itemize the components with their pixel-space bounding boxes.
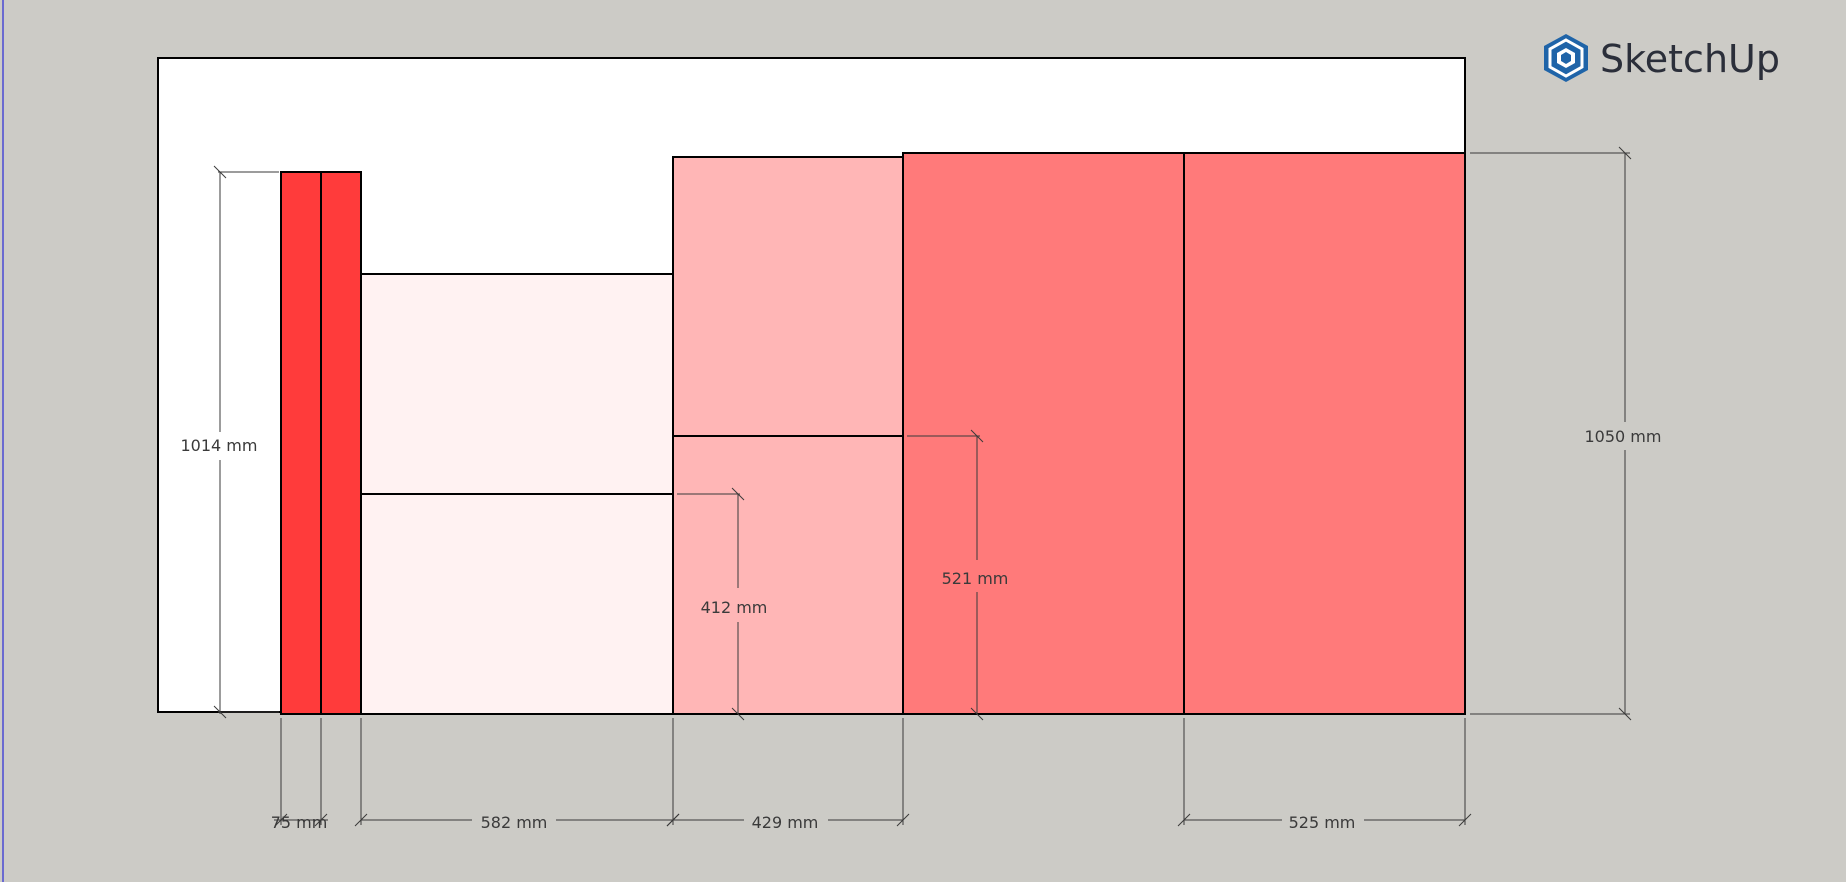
dimension-label-width-block-4: 525 mm (1289, 813, 1356, 832)
sketchup-logo: SketchUp (1544, 34, 1780, 82)
dimension-width-bars[interactable] (274, 813, 328, 827)
dimension-height-block-b[interactable] (907, 429, 984, 721)
block-3[interactable] (902, 152, 1185, 715)
block-4[interactable] (1183, 152, 1466, 715)
dimension-label-height-left: 1014 mm (181, 436, 258, 455)
dimension-width-block-4[interactable] (1177, 813, 1472, 827)
dimension-width-block-2[interactable] (666, 813, 910, 827)
dimension-height-left[interactable] (213, 165, 279, 719)
dimension-label-height-right: 1050 mm (1585, 427, 1662, 446)
dimension-height-right[interactable] (1470, 146, 1632, 721)
dimension-label-height-block-a: 412 mm (701, 598, 768, 617)
dimension-label-height-block-b: 521 mm (942, 569, 1009, 588)
bar-1[interactable] (280, 171, 322, 715)
dimension-extension-lines (280, 718, 1466, 825)
block-2-upper[interactable] (672, 156, 904, 437)
block-1-upper[interactable] (360, 273, 674, 495)
dimension-label-width-bars: 75 mm (271, 813, 328, 832)
dimension-label-width-block-1: 582 mm (481, 813, 548, 832)
block-2-lower[interactable] (672, 435, 904, 715)
dimension-height-block-a[interactable] (677, 487, 745, 721)
dimension-label-width-block-2: 429 mm (752, 813, 819, 832)
block-1-lower[interactable] (360, 493, 674, 715)
sketchup-logo-text: SketchUp (1600, 37, 1780, 81)
sketchup-logo-icon (1544, 34, 1588, 82)
bar-2[interactable] (320, 171, 362, 715)
